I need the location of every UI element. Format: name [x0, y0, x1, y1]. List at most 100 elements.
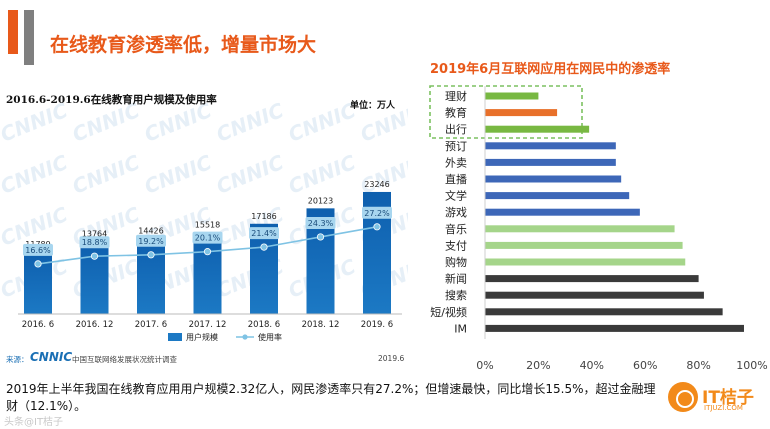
category-label: 出行	[445, 122, 467, 136]
x-tick-label: 60%	[633, 359, 657, 372]
rate-point	[34, 260, 42, 268]
x-tick-label: 20%	[526, 359, 550, 372]
cnnic-watermark-text: CNNIC	[213, 98, 287, 147]
category-label: IM	[454, 322, 467, 335]
category-label: 外卖	[445, 156, 467, 169]
rate-label-bg	[79, 236, 110, 249]
rate-value-label: 16.6%	[25, 246, 51, 255]
brand-domain: ITJUZI.COM	[704, 404, 743, 412]
penetration-bar	[485, 125, 590, 133]
cnnic-watermark-text: CNNIC	[0, 150, 71, 199]
cnnic-watermark-text: CNNIC	[285, 150, 359, 199]
bar-value-label: 23246	[364, 180, 389, 189]
rate-value-label: 21.4%	[251, 229, 277, 238]
category-label: 支付	[445, 239, 467, 252]
x-tick-label: 100%	[736, 359, 767, 372]
penetration-bar	[485, 208, 640, 216]
rate-value-label: 27.2%	[364, 209, 390, 218]
bar-value-label: 14426	[138, 226, 163, 235]
rate-point	[90, 252, 99, 260]
penetration-bar	[485, 291, 704, 299]
x-tick-label: 2018. 6	[248, 320, 280, 330]
penetration-bar	[485, 192, 630, 200]
rate-value-label: 24.3%	[308, 219, 334, 228]
source-date: 2019.6	[378, 354, 405, 363]
rate-point	[203, 248, 212, 256]
left-chart-title: 2016.6-2019.6在线教育用户规模及使用率	[6, 94, 217, 106]
x-tick-label: 2017. 12	[189, 320, 227, 330]
rate-label-bg	[362, 206, 392, 219]
slide-title: 在线教育渗透率低，增量市场大	[50, 34, 317, 56]
user-scale-bar	[193, 232, 222, 314]
accent-bar-gray	[24, 10, 34, 65]
penetration-bar	[485, 142, 616, 150]
user-scale-chart: CNNICCNNICCNNICCNNICCNNICCNNICCNNICCNNIC…	[0, 98, 408, 342]
legend-label-bar: 用户规模	[186, 332, 218, 342]
cnnic-logo: CNNIC	[30, 350, 73, 364]
penetration-bar	[485, 109, 558, 117]
accent-bar-orange	[8, 10, 18, 54]
x-tick-label: 80%	[686, 359, 710, 372]
user-scale-bar	[80, 241, 109, 314]
left-chart-unit: 单位：万人	[350, 101, 396, 111]
x-tick-label: 2018. 12	[302, 320, 340, 330]
orange-icon	[668, 382, 698, 412]
legend-label-line: 使用率	[258, 332, 282, 342]
legend-swatch-point	[242, 334, 248, 340]
rate-point	[316, 233, 325, 241]
bar-value-label: 20123	[308, 196, 333, 205]
left-chart-panel	[0, 82, 408, 372]
penetration-bar	[485, 241, 683, 249]
cnnic-watermark-text: CNNIC	[69, 150, 143, 199]
highlight-box	[429, 85, 583, 139]
penetration-bar	[485, 308, 723, 316]
rate-value-label: 18.8%	[82, 238, 108, 247]
category-label: 音乐	[445, 222, 467, 236]
bar-value-label: 13764	[82, 230, 107, 239]
source-org: 中国互联网络发展状况统计调查	[72, 355, 177, 364]
x-tick-label: 2017. 6	[135, 320, 167, 330]
cnnic-watermark-text: CNNIC	[213, 150, 287, 199]
rate-point	[373, 223, 381, 231]
source-row: 来源： CNNIC 中国互联网络发展状况统计调查 2019.6	[4, 350, 408, 367]
category-label: 游戏	[445, 206, 467, 219]
brand-logo: IT桔子 ITJUZI.COM	[668, 380, 764, 416]
rate-point	[147, 251, 155, 259]
right-chart-title: 2019年6月互联网应用在网民中的渗透率	[430, 62, 671, 77]
cnnic-watermark-text: CNNIC	[141, 150, 215, 199]
brand-name: IT桔子	[702, 388, 754, 408]
cnnic-watermark-text: CNNIC	[357, 150, 408, 199]
rate-point	[260, 243, 268, 251]
penetration-bar	[485, 324, 744, 332]
rate-label-bg	[136, 234, 166, 247]
rate-value-label: 19.2%	[138, 237, 164, 246]
penetration-bar	[485, 92, 539, 100]
rate-value-label: 20.1%	[195, 234, 221, 243]
category-label: 理财	[445, 89, 467, 103]
category-label: 短/视频	[430, 305, 467, 319]
source-label: 来源：	[6, 355, 29, 364]
x-tick-label: 40%	[580, 359, 604, 372]
rate-label-bg	[23, 243, 53, 256]
category-label: 文学	[445, 189, 467, 203]
rate-label-bg	[192, 231, 223, 244]
footer-summary: 2019年上半年我国在线教育应用用户规模2.32亿人，网民渗透率只有27.2%；…	[6, 382, 656, 413]
penetration-bar	[485, 158, 616, 166]
cnnic-watermark-text: CNNIC	[285, 98, 359, 147]
x-tick-label: 2019. 6	[361, 320, 393, 330]
penetration-bar	[485, 175, 622, 183]
category-label: 搜索	[445, 288, 467, 302]
rate-label-bg	[249, 227, 279, 240]
bar-value-label: 15518	[195, 221, 220, 230]
category-label: 直播	[445, 172, 467, 186]
category-label: 教育	[445, 106, 467, 120]
penetration-bar	[485, 275, 699, 283]
bar-value-label: 17186	[251, 212, 276, 221]
x-tick-label: 2016. 12	[76, 320, 114, 330]
rate-label-bg	[305, 216, 336, 229]
category-label: 新闻	[445, 272, 467, 286]
penetration-bar	[485, 258, 686, 266]
user-scale-bar	[137, 238, 165, 314]
legend-swatch-bar	[168, 333, 182, 341]
